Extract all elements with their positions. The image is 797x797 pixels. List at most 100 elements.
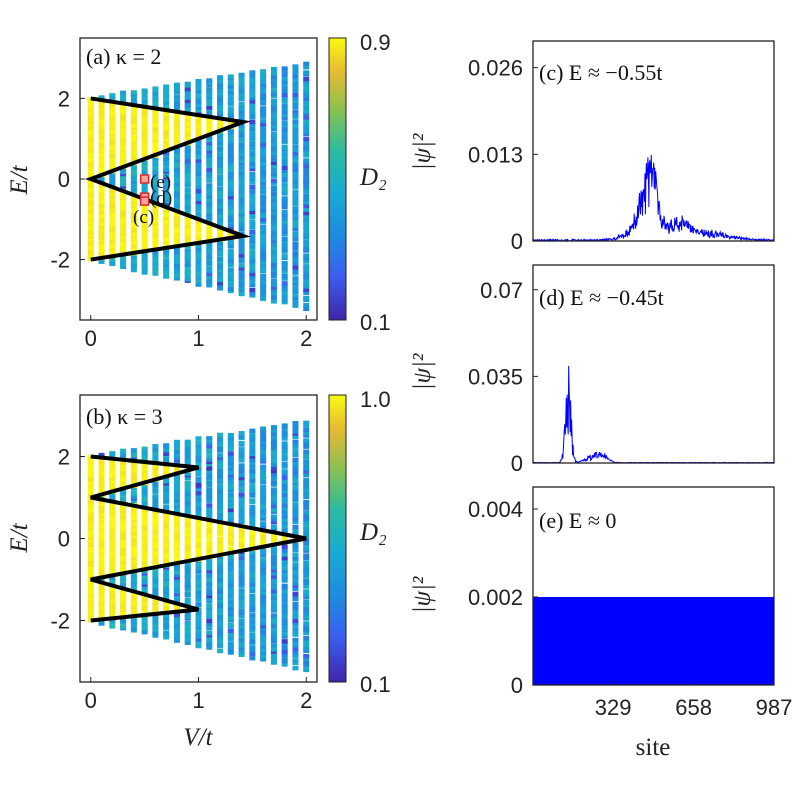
eigenvalue-point [87,219,94,225]
eigenvalue-point [141,246,148,251]
eigenvalue-point [130,474,137,479]
panel-b-axis-ticks: 0 1 220-2 [50,445,312,714]
eigenvalue-point [206,480,213,485]
eigenvalue-point [303,295,310,301]
eigenvalue-point [184,506,191,511]
eigenvalue-point [184,521,191,526]
eigenvalue-point [260,75,267,81]
eigenvalue-point [195,436,202,441]
eigenvalue-point [260,280,267,285]
eigenvalue-point [281,134,288,139]
eigenvalue-point [206,280,213,285]
eigenvalue-point [303,642,310,648]
eigenvalue-point [130,203,137,208]
eigenvalue-point [249,468,256,474]
eigenvalue-point [303,246,310,251]
eigenvalue-point [260,597,267,602]
eigenvalue-point [98,534,105,539]
eigenvalue-point [206,630,213,636]
eigenvalue-point [249,619,256,624]
eigenvalue-point [270,548,277,553]
eigenvalue-point [195,518,202,523]
eigenvalue-point [163,87,170,93]
eigenvalue-point [260,213,267,219]
eigenvalue-point [292,621,299,627]
eigenvalue-point [292,628,299,634]
eigenvalue-point [270,202,277,207]
eigenvalue-point [292,542,299,547]
eigenvalue-point [227,487,234,493]
eigenvalue-point [270,500,277,506]
eigenvalue-point [249,99,256,104]
eigenvalue-point [109,152,116,158]
eigenvalue-point [120,508,127,514]
eigenvalue-point [227,225,234,230]
eigenvalue-point [163,571,170,577]
eigenvalue-point [130,498,137,504]
eigenvalue-point [292,189,299,194]
eigenvalue-point [163,126,170,131]
eigenvalue-point [260,273,267,279]
eigenvalue-point [195,96,202,102]
eigenvalue-point [141,262,148,267]
eigenvalue-point [163,232,170,237]
eigenvalue-point [98,540,105,546]
eigenvalue-point [120,161,127,166]
eigenvalue-point [281,658,288,664]
eigenvalue-point [206,565,213,571]
eigenvalue-point [120,470,127,475]
eigenvalue-point [206,274,213,280]
eigenvalue-point [163,542,170,548]
eigenvalue-point [163,189,170,194]
eigenvalue-point [163,447,170,453]
eigenvalue-point [303,653,310,659]
eigenvalue-point [217,152,224,157]
eigenvalue-point [249,576,256,582]
eigenvalue-point [270,623,277,628]
eigenvalue-point [87,244,94,249]
eigenvalue-point [206,119,213,124]
eigenvalue-point [260,487,267,492]
eigenvalue-point [281,188,288,193]
y-tick-label: 0 [511,673,523,698]
eigenvalue-point [98,108,105,113]
eigenvalue-point [130,146,137,151]
eigenvalue-point [217,167,224,172]
eigenvalue-point [206,137,213,143]
eigenvalue-point [87,593,94,598]
eigenvalue-point [152,127,159,132]
eigenvalue-point [249,627,256,633]
eigenvalue-point [152,551,159,556]
eigenvalue-point [87,516,94,521]
eigenvalue-point [281,138,288,143]
eigenvalue-point [238,652,245,657]
eigenvalue-point [270,91,277,97]
eigenvalue-point [152,600,159,605]
eigenvalue-point [206,183,213,188]
eigenvalue-point [163,443,170,448]
eigenvalue-point [141,154,148,159]
eigenvalue-point [130,538,137,544]
eigenvalue-point [120,131,127,137]
eigenvalue-point [206,441,213,446]
eigenvalue-point [206,167,213,173]
eigenvalue-point [303,567,310,573]
eigenvalue-point [184,273,191,278]
eigenvalue-point [303,108,310,114]
eigenvalue-point [98,572,105,577]
eigenvalue-point [281,469,288,474]
eigenvalue-point [109,575,116,581]
eigenvalue-point [87,590,94,595]
eigenvalue-point [152,540,159,545]
eigenvalue-point [163,114,170,119]
eigenvalue-point [195,500,202,506]
eigenvalue-point [120,551,127,557]
x-tick-label: 2 [300,688,312,713]
eigenvalue-point [120,460,127,465]
eigenvalue-point [303,578,310,584]
eigenvalue-point [270,210,277,216]
eigenvalue-point [270,503,277,509]
eigenvalue-point [238,482,245,487]
eigenvalue-point [238,640,245,645]
eigenvalue-point [130,585,137,591]
